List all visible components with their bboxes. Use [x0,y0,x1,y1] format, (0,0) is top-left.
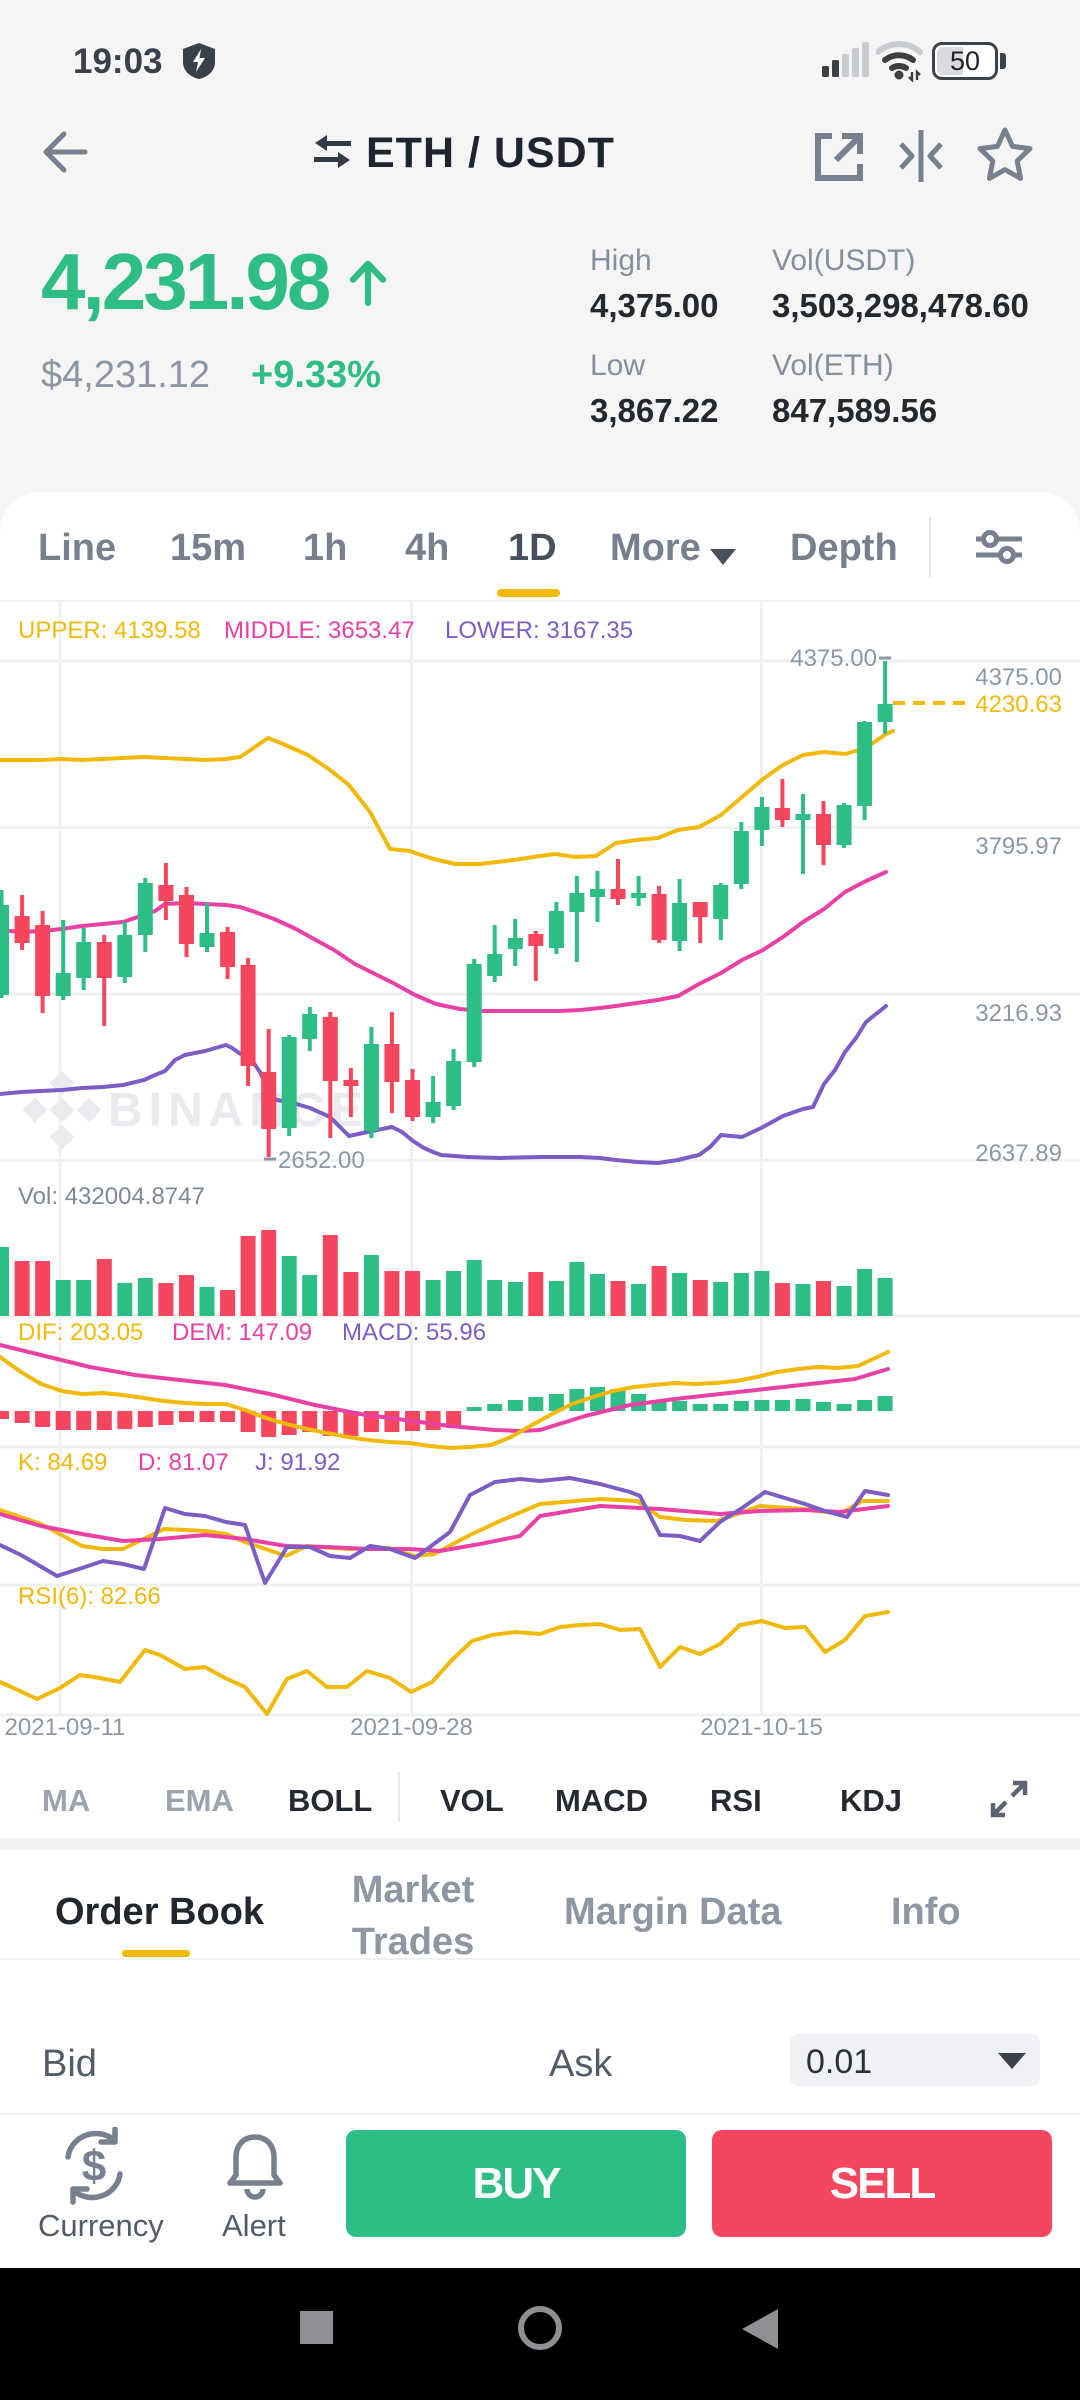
svg-text:K: 84.69: K: 84.69 [18,1449,107,1476]
svg-text:Vol: 432004.8747: Vol: 432004.8747 [18,1183,205,1210]
svg-text:3795.97: 3795.97 [975,833,1062,860]
svg-text:4230.63: 4230.63 [975,691,1062,718]
svg-text:2021-10-15: 2021-10-15 [700,1714,823,1741]
svg-text:DEM: 147.09: DEM: 147.09 [172,1319,312,1346]
svg-text:2021-09-11: 2021-09-11 [5,1714,126,1741]
svg-text:2652.00: 2652.00 [278,1147,365,1174]
svg-text:2637.89: 2637.89 [975,1140,1062,1167]
svg-text:4375.00: 4375.00 [975,664,1062,691]
svg-text:3216.93: 3216.93 [975,1000,1062,1027]
svg-text:UPPER: 4139.58: UPPER: 4139.58 [18,617,201,644]
svg-text:D: 81.07: D: 81.07 [138,1449,229,1476]
svg-text:2021-09-28: 2021-09-28 [350,1714,473,1741]
svg-text:$: $ [82,2142,106,2191]
svg-text:MIDDLE: 3653.47: MIDDLE: 3653.47 [224,617,415,644]
svg-text:J: 91.92: J: 91.92 [255,1449,340,1476]
svg-text:MACD: 55.96: MACD: 55.96 [342,1319,486,1346]
svg-text:4375.00: 4375.00 [790,645,877,672]
svg-text:RSI(6): 82.66: RSI(6): 82.66 [18,1583,161,1610]
svg-text:DIF: 203.05: DIF: 203.05 [18,1319,143,1346]
svg-text:LOWER: 3167.35: LOWER: 3167.35 [445,617,633,644]
